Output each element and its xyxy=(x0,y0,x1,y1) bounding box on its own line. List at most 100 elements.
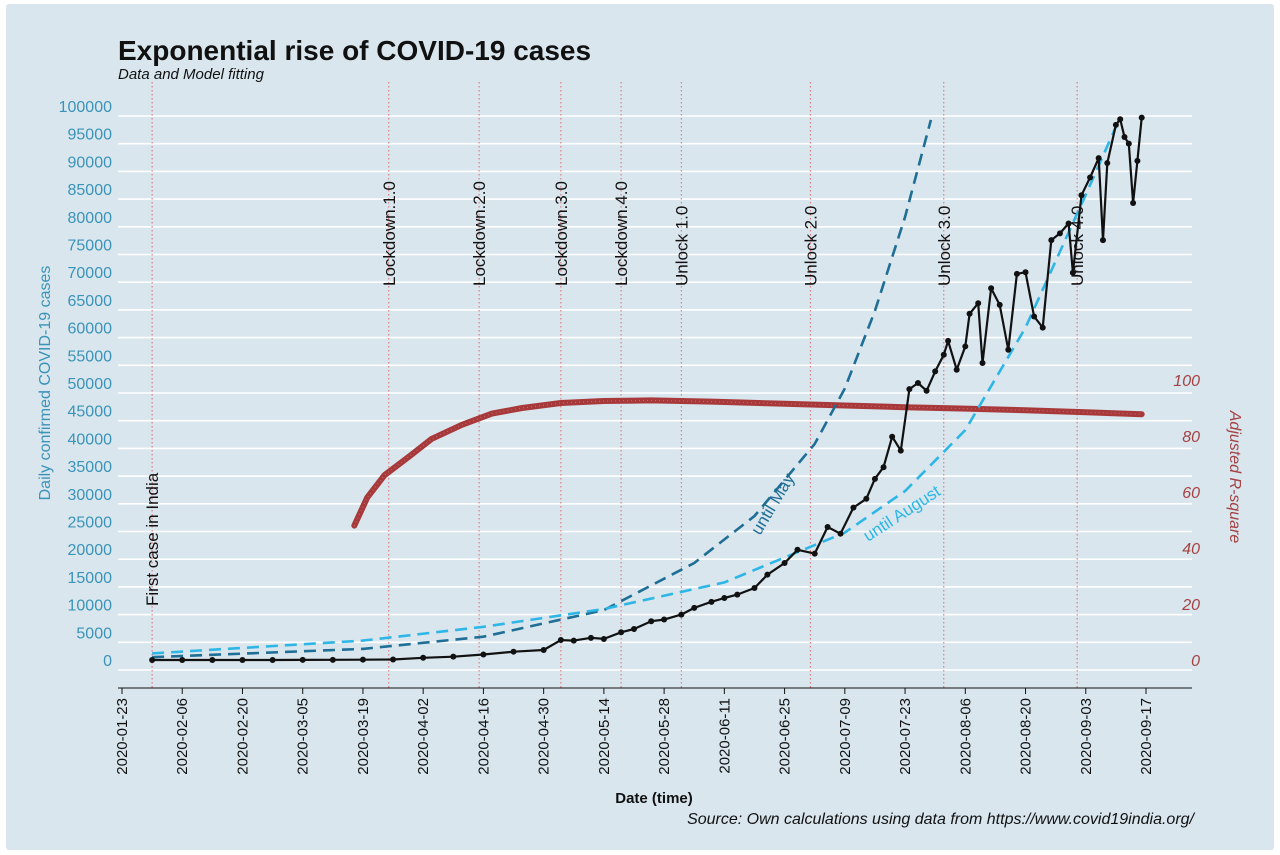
y2-tick-label: 0 xyxy=(1191,653,1200,670)
y-tick-label: 80000 xyxy=(68,210,113,227)
daily-cases-point xyxy=(1095,155,1102,162)
x-tick-label: 2020-07-09 xyxy=(837,698,854,775)
daily-cases-point xyxy=(420,654,427,661)
chart-title: Exponential rise of COVID-19 cases xyxy=(118,35,591,66)
event-label: Unlock 1.0 xyxy=(672,206,691,286)
y-tick-label: 30000 xyxy=(68,487,113,504)
y-tick-label: 20000 xyxy=(68,542,113,559)
daily-cases-point xyxy=(721,594,728,601)
daily-cases-point xyxy=(996,301,1003,308)
x-tick-label: 2020-03-05 xyxy=(295,698,312,775)
daily-cases-point xyxy=(940,351,947,358)
daily-cases-point xyxy=(1056,230,1063,237)
daily-cases-point xyxy=(962,343,969,350)
daily-cases-point xyxy=(751,584,758,591)
x-tick-label: 2020-04-16 xyxy=(475,698,492,775)
daily-cases-point xyxy=(811,550,818,557)
y-tick-label: 40000 xyxy=(68,431,113,448)
series-layer: until May until August xyxy=(149,114,1145,663)
daily-cases-point xyxy=(897,447,904,454)
daily-cases-point xyxy=(1065,220,1072,227)
y2-tick-label: 20 xyxy=(1181,597,1200,614)
y-tick-label: 65000 xyxy=(68,293,113,310)
event-label: Lockdown.1.0 xyxy=(380,181,399,286)
x-tick-label: 2020-08-20 xyxy=(1018,698,1035,775)
y2-tick-label: 80 xyxy=(1182,429,1200,446)
daily-cases-point xyxy=(540,647,547,654)
y-axis-label: Daily confirmed COVID-19 cases xyxy=(37,266,54,501)
daily-cases-point xyxy=(557,637,564,644)
daily-cases-point xyxy=(480,651,487,658)
daily-cases-point xyxy=(648,618,655,625)
y-tick-label: 35000 xyxy=(68,459,113,476)
daily-cases-point xyxy=(661,616,668,623)
daily-cases-point xyxy=(600,635,607,642)
y2-tick-label: 60 xyxy=(1182,485,1200,502)
daily-cases-point xyxy=(781,560,788,567)
y2-tick-label: 100 xyxy=(1173,373,1200,390)
daily-cases-point xyxy=(1130,199,1137,206)
fit-line xyxy=(152,119,933,659)
daily-cases-point xyxy=(945,337,952,344)
daily-cases-point xyxy=(1138,114,1145,121)
daily-cases-point xyxy=(889,433,896,440)
x-tick-label: 2020-01-23 xyxy=(114,698,131,775)
y-tick-label: 100000 xyxy=(59,99,112,116)
daily-cases-point xyxy=(824,524,831,531)
daily-cases-point xyxy=(734,591,741,598)
y-axis-right: 0 20 40 60 80 100 xyxy=(1173,373,1200,670)
y-tick-label: 50000 xyxy=(68,376,113,393)
source-note: Source: Own calculations using data from… xyxy=(687,811,1195,828)
x-tick-label: 2020-05-28 xyxy=(656,698,673,775)
x-tick-label: 2020-07-23 xyxy=(897,698,914,775)
daily-cases-point xyxy=(979,360,986,367)
daily-cases-point xyxy=(359,656,366,663)
daily-cases-point xyxy=(329,656,336,663)
x-tick-label: 2020-08-06 xyxy=(957,698,974,775)
daily-cases-point xyxy=(988,285,995,292)
x-tick-label: 2020-09-17 xyxy=(1138,698,1155,775)
x-tick-label: 2020-05-14 xyxy=(596,698,613,775)
daily-cases-point xyxy=(1087,174,1094,181)
daily-cases-line xyxy=(152,117,1143,662)
daily-cases-point xyxy=(880,464,887,471)
daily-cases-point xyxy=(1039,324,1046,331)
y-tick-label: 0 xyxy=(103,653,112,670)
daily-cases-point xyxy=(570,637,577,644)
daily-cases-point xyxy=(1104,160,1111,167)
daily-cases-point xyxy=(966,310,973,317)
x-tick-label: 2020-02-20 xyxy=(234,698,251,775)
daily-cases-point xyxy=(932,368,939,375)
daily-cases-point xyxy=(618,629,625,636)
x-axis-label: Date (time) xyxy=(615,790,693,807)
daily-cases-point xyxy=(850,504,857,511)
daily-cases-point xyxy=(587,634,594,641)
x-tick-label: 2020-06-11 xyxy=(716,698,733,774)
event-markers: First case in India Lockdown.1.0 Lockdown.… xyxy=(143,82,1087,688)
x-axis: 2020-01-23 2020-02-06 2020-02-20 2020-03-05… xyxy=(114,687,1192,775)
daily-cases-point xyxy=(1117,116,1124,123)
daily-cases-point xyxy=(764,571,771,578)
daily-cases-point xyxy=(975,300,982,307)
y-tick-label: 25000 xyxy=(68,515,113,532)
daily-cases-point xyxy=(1031,313,1038,320)
daily-cases-point xyxy=(269,657,276,663)
daily-cases-point xyxy=(906,386,913,393)
x-tick-label: 2020-09-03 xyxy=(1078,698,1095,775)
event-label: Lockdown.4.0 xyxy=(612,181,631,286)
daily-cases-point xyxy=(631,625,637,632)
daily-cases-point xyxy=(708,598,715,605)
daily-cases-point xyxy=(390,656,397,663)
y2-axis-label: Adjusted R-square xyxy=(1226,410,1243,544)
daily-cases-point xyxy=(871,475,878,482)
y-tick-label: 95000 xyxy=(68,127,113,144)
daily-cases-point xyxy=(149,657,156,663)
y-tick-label: 10000 xyxy=(68,598,113,615)
daily-cases-point xyxy=(863,495,870,502)
y2-tick-label: 40 xyxy=(1182,541,1200,558)
y-tick-label: 85000 xyxy=(68,182,113,199)
y-tick-label: 60000 xyxy=(68,321,113,338)
y-tick-label: 90000 xyxy=(68,154,113,171)
y-tick-label: 15000 xyxy=(68,570,113,587)
